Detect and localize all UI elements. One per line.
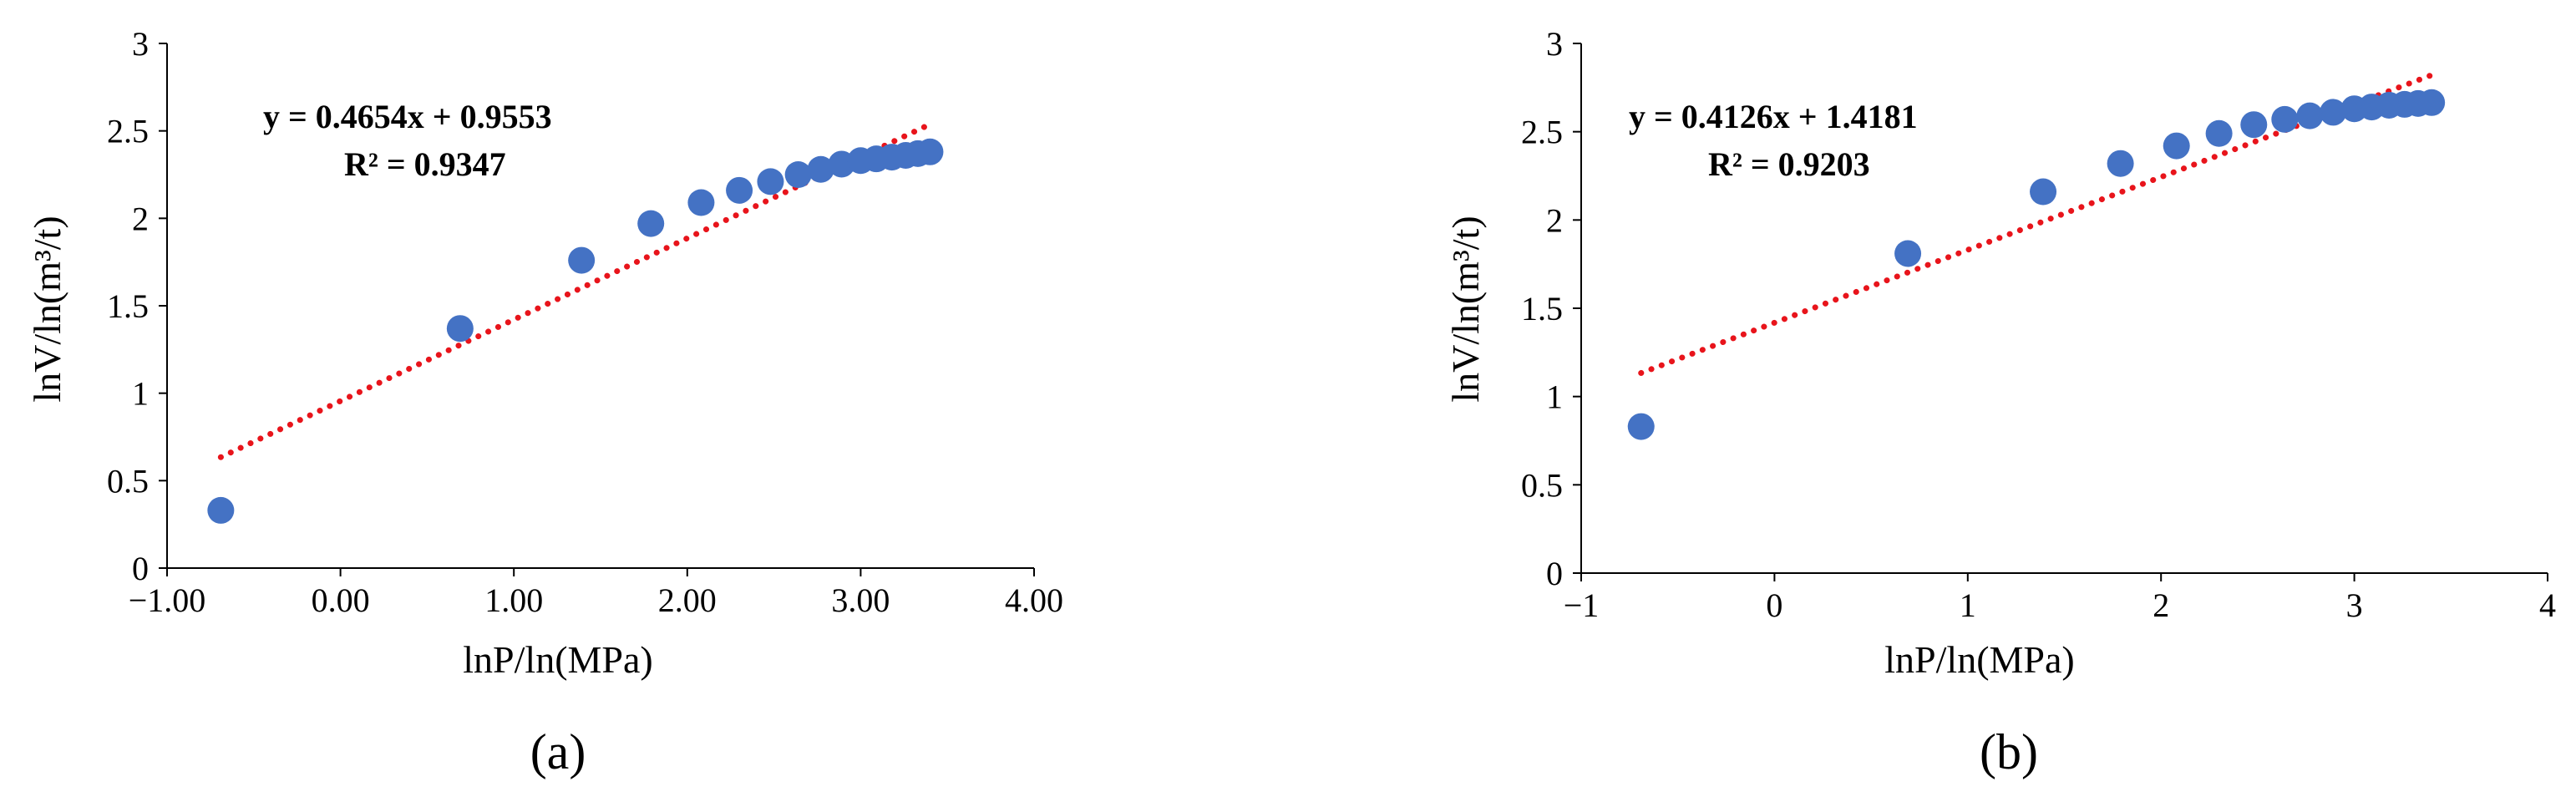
trendline-equation: y = 0.4126x + 1.4181 (1629, 98, 1918, 135)
y-tick-label: 2 (132, 200, 149, 237)
y-tick-label: 1 (132, 375, 149, 413)
data-point (207, 496, 235, 524)
y-tick-label: 2.5 (1521, 114, 1563, 151)
x-tick-label: 0.00 (312, 581, 370, 619)
panel-label: (b) (1980, 724, 2038, 779)
x-tick-label: 4.00 (1005, 581, 1063, 619)
data-point (2163, 132, 2190, 160)
data-point (757, 168, 784, 195)
data-point (916, 138, 944, 165)
x-tick-label: 0 (1766, 586, 1782, 624)
x-tick-label: 4 (2539, 586, 2556, 624)
x-tick-label: 1 (1960, 586, 1976, 624)
data-point (807, 155, 834, 183)
y-tick-label: 1.5 (107, 287, 149, 325)
y-tick-label: 0.5 (1521, 466, 1563, 504)
data-point (2418, 89, 2446, 116)
data-point (2205, 119, 2233, 147)
data-point (2240, 111, 2268, 139)
x-tick-label: 3.00 (831, 581, 890, 619)
data-point (2271, 105, 2299, 133)
y-tick-label: 3 (132, 25, 149, 63)
x-axis-label: lnP/ln(MPa) (1884, 638, 2074, 681)
data-point (2296, 102, 2324, 129)
y-axis-label: lnV/ln(m³/t) (1444, 216, 1487, 402)
data-point (1894, 240, 1922, 267)
x-axis-label: lnP/ln(MPa) (463, 638, 652, 681)
data-point (2030, 178, 2057, 206)
panel-label: (a) (530, 724, 586, 779)
trendline-equation: y = 0.4654x + 0.9553 (263, 98, 552, 135)
data-point (726, 176, 753, 204)
y-tick-label: 0.5 (107, 462, 149, 500)
data-point (446, 315, 474, 343)
y-tick-label: 3 (1546, 25, 1563, 63)
trendline-r2: R² = 0.9347 (344, 145, 506, 183)
data-point (1627, 413, 1655, 440)
trendline (217, 121, 933, 460)
x-tick-label: 3 (2346, 586, 2363, 624)
y-tick-label: 0 (132, 550, 149, 587)
y-tick-label: 1 (1546, 378, 1563, 416)
y-tick-label: 1.5 (1521, 290, 1563, 327)
y-tick-label: 2 (1546, 201, 1563, 239)
x-tick-label: 2 (2153, 586, 2169, 624)
chart-panel-b: y = 0.4126x + 1.4181 R² = 0.9203 lnP/ln(… (1444, 25, 2556, 779)
data-point (568, 246, 596, 274)
trendline-r2: R² = 0.9203 (1708, 145, 1870, 183)
y-tick-label: 0 (1546, 555, 1563, 592)
chart-panel-a: y = 0.4654x + 0.9553 R² = 0.9347 lnP/ln(… (26, 25, 1063, 779)
x-tick-label: 2.00 (658, 581, 717, 619)
y-tick-label: 2.5 (107, 113, 149, 150)
data-point (2320, 99, 2347, 126)
y-axis-label: lnV/ln(m³/t) (26, 216, 68, 402)
data-point (687, 189, 715, 216)
data-point (637, 210, 665, 237)
x-tick-label: 1.00 (484, 581, 543, 619)
x-tick-label: −1.00 (129, 581, 206, 619)
data-point (784, 161, 812, 188)
x-tick-label: −1 (1564, 586, 1600, 624)
trendline (1638, 72, 2435, 376)
data-point (2107, 150, 2134, 177)
